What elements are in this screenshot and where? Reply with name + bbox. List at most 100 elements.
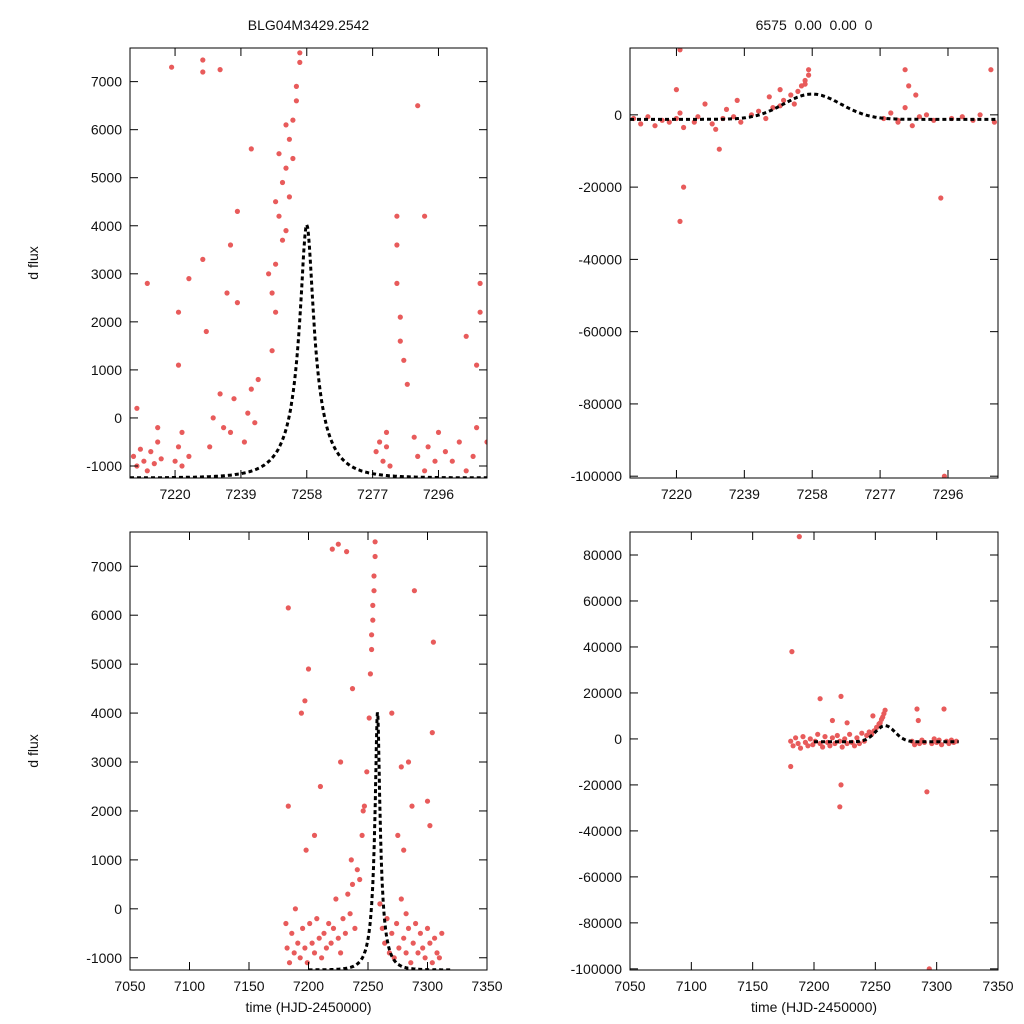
data-point — [330, 925, 337, 932]
data-point — [807, 736, 813, 742]
data-point — [913, 92, 919, 98]
data-point — [806, 72, 812, 78]
panel-title: 6575 0.00 0.00 0 — [756, 17, 873, 33]
y-axis-label: d flux — [25, 246, 41, 279]
data-point — [411, 588, 417, 594]
data-point — [203, 328, 209, 335]
data-point — [394, 920, 400, 927]
data-points-top-left — [130, 50, 487, 474]
data-point — [321, 930, 327, 936]
data-point — [359, 832, 365, 839]
data-point — [144, 468, 150, 474]
data-point — [295, 940, 301, 946]
data-point — [902, 105, 908, 111]
data-point — [415, 453, 421, 459]
data-point — [279, 179, 286, 186]
data-point — [200, 256, 206, 262]
data-point — [837, 804, 843, 810]
data-point — [427, 940, 433, 946]
data-point — [297, 59, 303, 65]
data-point — [307, 920, 313, 927]
x-tick-label: 7250 — [352, 978, 383, 994]
data-point — [338, 759, 344, 765]
data-point — [988, 67, 994, 73]
data-point — [389, 930, 395, 936]
data-point — [283, 228, 289, 234]
y-tick-label: 4000 — [91, 218, 122, 234]
data-point — [370, 617, 376, 623]
data-point — [677, 218, 683, 224]
data-point — [276, 213, 282, 219]
data-point — [370, 602, 376, 609]
data-point — [415, 103, 421, 109]
data-point — [477, 280, 483, 286]
y-tick-label: -1000 — [86, 950, 122, 966]
y-tick-label: 4000 — [91, 705, 122, 721]
data-point — [269, 290, 275, 296]
data-point — [463, 468, 469, 474]
data-point — [391, 955, 397, 961]
data-point — [369, 632, 375, 638]
data-point — [227, 242, 234, 248]
data-point — [371, 573, 377, 579]
data-point — [796, 534, 802, 540]
y-tick-label: 3000 — [91, 266, 122, 282]
y-tick-label: 6000 — [91, 122, 122, 138]
data-point — [938, 195, 944, 201]
x-tick-label: 7050 — [114, 978, 145, 994]
data-point — [790, 743, 796, 749]
data-point — [134, 405, 140, 411]
data-point — [372, 539, 378, 545]
y-tick-label: 0 — [114, 901, 122, 917]
data-point — [371, 588, 377, 594]
y-tick-label: -20000 — [578, 179, 622, 195]
data-point — [763, 115, 769, 122]
data-point — [424, 798, 431, 804]
data-point — [410, 940, 416, 946]
data-point — [870, 713, 876, 719]
data-point — [286, 136, 292, 142]
data-point — [273, 199, 279, 205]
data-point — [681, 124, 687, 131]
model-curve — [814, 724, 959, 744]
y-tick-label: 20000 — [583, 685, 622, 701]
data-point — [413, 920, 419, 927]
x-tick-label: 7296 — [423, 486, 454, 502]
data-point — [401, 847, 407, 853]
data-point — [285, 605, 291, 611]
data-point — [422, 468, 428, 474]
data-point — [300, 925, 306, 932]
data-point — [302, 698, 308, 704]
x-tick-label: 7296 — [932, 486, 963, 502]
data-point — [815, 731, 821, 737]
data-point — [880, 714, 886, 720]
data-point — [394, 213, 400, 219]
data-point — [292, 906, 298, 912]
data-point — [436, 955, 442, 961]
data-point — [366, 715, 372, 721]
data-point — [474, 362, 480, 368]
y-axis-label: d flux — [25, 734, 41, 767]
y-tick-label: 0 — [114, 410, 122, 426]
y-tick-label: 7000 — [91, 558, 122, 574]
data-point — [638, 121, 644, 127]
data-point — [245, 410, 251, 416]
y-tick-label: -60000 — [578, 324, 622, 340]
data-point — [387, 463, 393, 469]
data-point — [909, 123, 915, 129]
data-point — [283, 122, 289, 128]
data-point — [912, 742, 918, 748]
y-tick-label: 80000 — [583, 547, 622, 563]
data-point — [851, 743, 858, 749]
data-point — [877, 720, 883, 726]
data-point — [415, 950, 421, 956]
data-point — [290, 155, 296, 162]
data-point — [155, 425, 161, 431]
data-point — [151, 461, 157, 467]
data-point — [401, 357, 407, 363]
data-point — [709, 121, 715, 127]
x-tick-label: 7258 — [291, 486, 322, 502]
x-tick-label: 7300 — [921, 978, 952, 994]
data-point — [422, 955, 428, 961]
y-tick-label: 0 — [614, 731, 622, 747]
